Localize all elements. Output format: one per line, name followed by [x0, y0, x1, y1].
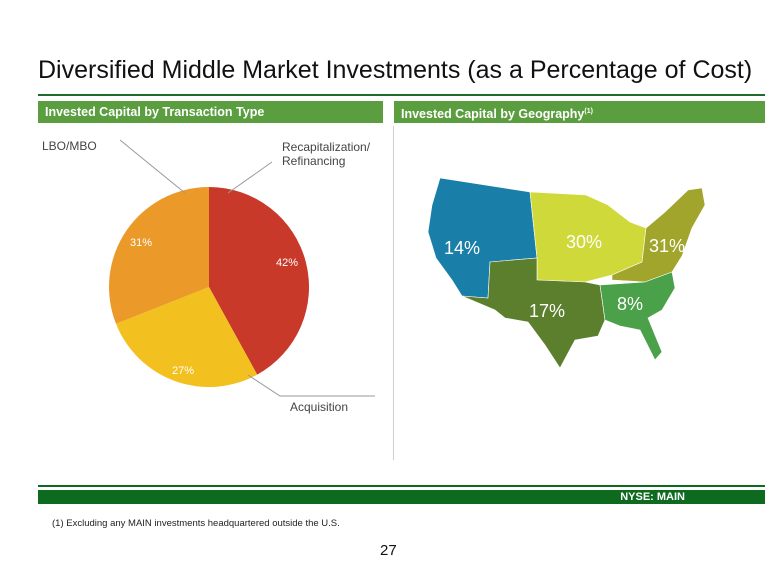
pie-value-acquisition: 27%: [172, 365, 195, 377]
title-rule: [38, 94, 765, 96]
us-map: [427, 177, 706, 369]
leader-recap: [227, 161, 273, 194]
footer-rule: [38, 485, 765, 487]
pie-value-lbo: 31%: [130, 237, 153, 249]
footnote: (1) Excluding any MAIN investments headq…: [52, 518, 340, 529]
map-region-northeast: [611, 187, 706, 283]
label-recap-line1: Recapitalization/: [282, 140, 371, 154]
pie-slice-lbo: [108, 187, 209, 324]
transaction-type-header-text: Invested Capital by Transaction Type: [45, 105, 265, 119]
map-value-southeast: 8%: [617, 294, 644, 314]
map-value-midwest: 30%: [566, 232, 603, 252]
map-value-west: 14%: [444, 238, 481, 258]
geography-header-text: Invested Capital by Geography: [401, 107, 585, 122]
leader-acquisition: [247, 374, 375, 397]
pie-slice-recap: [209, 187, 310, 375]
footer-bar: [38, 490, 765, 504]
map-value-south: 17%: [529, 301, 566, 321]
map-value-northeast: 31%: [649, 236, 686, 256]
pie-value-recap: 42%: [276, 257, 299, 269]
label-lbo: LBO/MBO: [42, 139, 97, 153]
transaction-type-header: Invested Capital by Transaction Type: [38, 101, 383, 123]
ticker: NYSE: MAIN: [620, 491, 685, 503]
geography-footnote-marker: (1): [584, 108, 593, 115]
page-title: Diversified Middle Market Investments (a…: [38, 56, 753, 84]
leader-lbo: [119, 139, 186, 194]
map-region-south: [461, 257, 606, 369]
pie-slice-acquisition: [116, 287, 258, 388]
label-recap-line2: Refinancing: [282, 154, 346, 168]
panel-divider: [393, 126, 394, 460]
page-number: 27: [380, 542, 397, 559]
map-region-southeast: [599, 271, 676, 361]
label-acquisition: Acquisition: [290, 400, 349, 414]
geography-header: Invested Capital by Geography(1): [394, 101, 765, 123]
